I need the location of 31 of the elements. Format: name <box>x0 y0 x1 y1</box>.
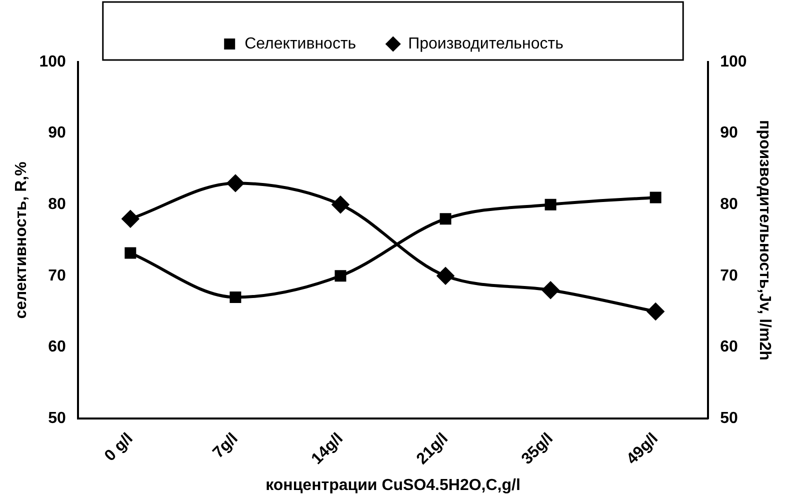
y-tick-label: 50 <box>48 410 66 427</box>
legend-label: Производительность <box>408 35 564 52</box>
x-tick-label: 7g/l <box>210 430 242 462</box>
point <box>230 292 242 303</box>
y2-axis-title: производительность,Jv, l/m2h <box>756 120 773 360</box>
point <box>647 303 664 320</box>
point <box>650 192 662 204</box>
point <box>544 198 556 210</box>
point <box>124 247 136 259</box>
point <box>440 213 452 225</box>
y-axis-title: селективность, R,% <box>13 162 30 319</box>
y2-tick-label: 50 <box>720 410 738 427</box>
y-tick-label: 90 <box>48 124 66 142</box>
point <box>437 267 454 284</box>
y2-tick-label: 60 <box>720 338 738 356</box>
y2-tick-label: 70 <box>720 267 738 284</box>
y-tick-label: 70 <box>48 267 66 284</box>
y-tick-label: 100 <box>39 53 66 70</box>
point <box>332 196 349 214</box>
y2-tick-label: 100 <box>720 53 747 70</box>
point <box>542 282 560 299</box>
legend-label: Селективность <box>244 35 356 52</box>
y-tick-label: 60 <box>48 338 66 356</box>
point <box>334 270 346 282</box>
y-tick-label: 80 <box>48 196 66 213</box>
x-tick-label: 0 g/l <box>102 430 136 465</box>
point <box>122 210 139 228</box>
point <box>226 174 244 192</box>
x-axis-title: концентрации CuSO4.5H2O,C,g/l <box>266 476 520 494</box>
y2-tick-label: 80 <box>720 196 738 213</box>
y2-tick-label: 90 <box>720 124 738 142</box>
